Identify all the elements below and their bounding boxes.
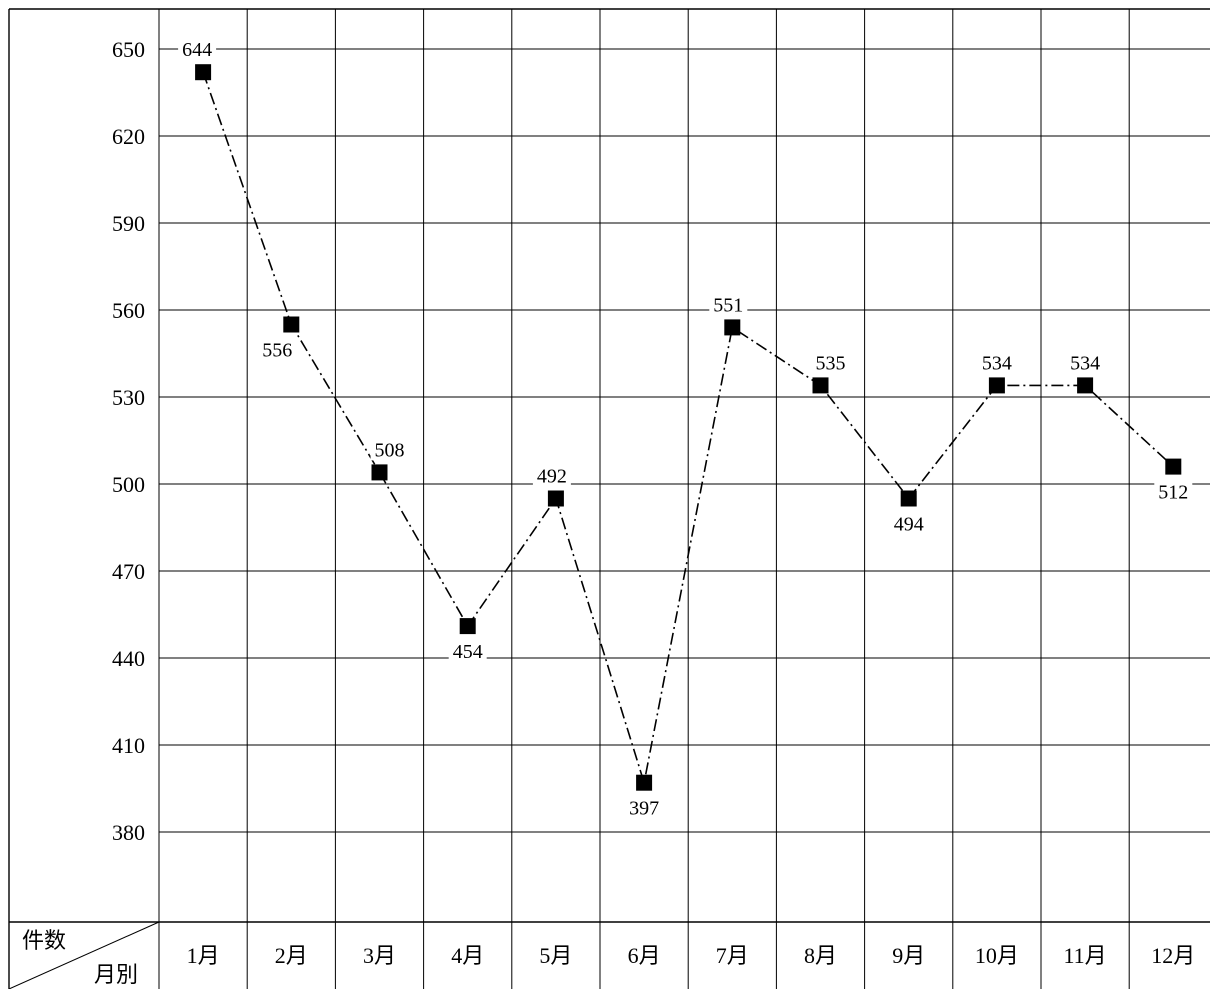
- y-tick-label: 650: [112, 37, 145, 62]
- data-point: [988, 377, 1005, 394]
- data-label-bg: [709, 293, 748, 316]
- x-tick-label: 12月: [1151, 943, 1195, 968]
- x-tick-label: 5月: [539, 943, 572, 968]
- data-label: 454: [453, 641, 483, 663]
- axis-layer: 件数 月別 380 410 440 470 500 530 560 590 620 650 1月 2月…: [22, 37, 1195, 987]
- data-label-bg: [532, 464, 571, 487]
- data-label: 508: [375, 439, 405, 461]
- label-layer: 644 556 508 454 492 397 551 535 494 534 534 512: [178, 38, 1193, 820]
- data-label-bg: [977, 351, 1016, 374]
- y-tick-label: 470: [112, 559, 145, 584]
- y-tick-label: 380: [112, 820, 145, 845]
- data-point: [195, 64, 212, 81]
- x-tick-label: 11月: [1064, 943, 1107, 968]
- data-label: 492: [537, 466, 567, 488]
- data-label-bg: [258, 338, 297, 361]
- data-label-bg: [448, 640, 487, 663]
- data-label-bg: [889, 512, 928, 535]
- data-label: 644: [182, 39, 212, 61]
- data-point: [724, 319, 741, 336]
- y-tick-label: 530: [112, 385, 145, 410]
- y-tick-label: 440: [112, 646, 145, 671]
- data-point: [459, 618, 476, 635]
- data-point: [371, 464, 388, 481]
- y-tick-label: 410: [112, 733, 145, 758]
- data-point: [1165, 458, 1182, 475]
- series-layer: [195, 64, 1182, 791]
- x-tick-label: 8月: [804, 943, 837, 968]
- data-label: 534: [1070, 352, 1100, 374]
- y-tick-label: 560: [112, 298, 145, 323]
- data-label: 512: [1158, 482, 1188, 504]
- data-point: [283, 316, 300, 333]
- y-tick-label: 500: [112, 472, 145, 497]
- data-label: 551: [713, 294, 743, 316]
- grid-layer: [8, 8, 1210, 989]
- data-label: 397: [629, 798, 659, 820]
- x-tick-label: 6月: [628, 943, 661, 968]
- y-tick-label: 620: [112, 124, 145, 149]
- corner-header-bottom: 月別: [94, 962, 138, 987]
- data-label: 535: [816, 352, 846, 374]
- data-label-bg: [1154, 480, 1193, 503]
- corner-header-top: 件数: [22, 928, 66, 953]
- x-tick-label: 2月: [275, 943, 308, 968]
- x-tick-label: 7月: [716, 943, 749, 968]
- data-point: [812, 377, 829, 394]
- data-label-bg: [811, 351, 850, 374]
- corner-diagonal: [8, 921, 160, 989]
- data-label: 534: [982, 352, 1012, 374]
- series-line: [202, 71, 1174, 783]
- data-label-bg: [370, 438, 409, 461]
- data-point: [1077, 377, 1094, 394]
- data-point: [547, 490, 564, 507]
- data-label-bg: [178, 38, 217, 61]
- x-tick-label: 3月: [363, 943, 396, 968]
- data-point: [636, 774, 653, 791]
- data-label: 556: [262, 340, 292, 362]
- x-tick-label: 4月: [451, 943, 484, 968]
- y-tick-label: 590: [112, 211, 145, 236]
- x-tick-label: 1月: [187, 943, 220, 968]
- data-label: 494: [894, 514, 924, 536]
- x-tick-label: 9月: [892, 943, 925, 968]
- data-label-bg: [1066, 351, 1105, 374]
- data-point: [900, 490, 917, 507]
- data-label-bg: [625, 796, 664, 819]
- x-tick-label: 10月: [975, 943, 1019, 968]
